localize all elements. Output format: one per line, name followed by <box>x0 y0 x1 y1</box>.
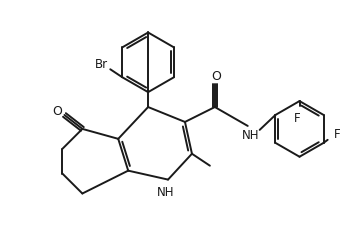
Text: O: O <box>53 104 62 117</box>
Text: NH: NH <box>157 185 175 198</box>
Text: F: F <box>294 112 301 125</box>
Text: F: F <box>334 128 341 141</box>
Text: NH: NH <box>242 129 260 142</box>
Text: O: O <box>211 69 221 82</box>
Text: Br: Br <box>95 58 108 71</box>
